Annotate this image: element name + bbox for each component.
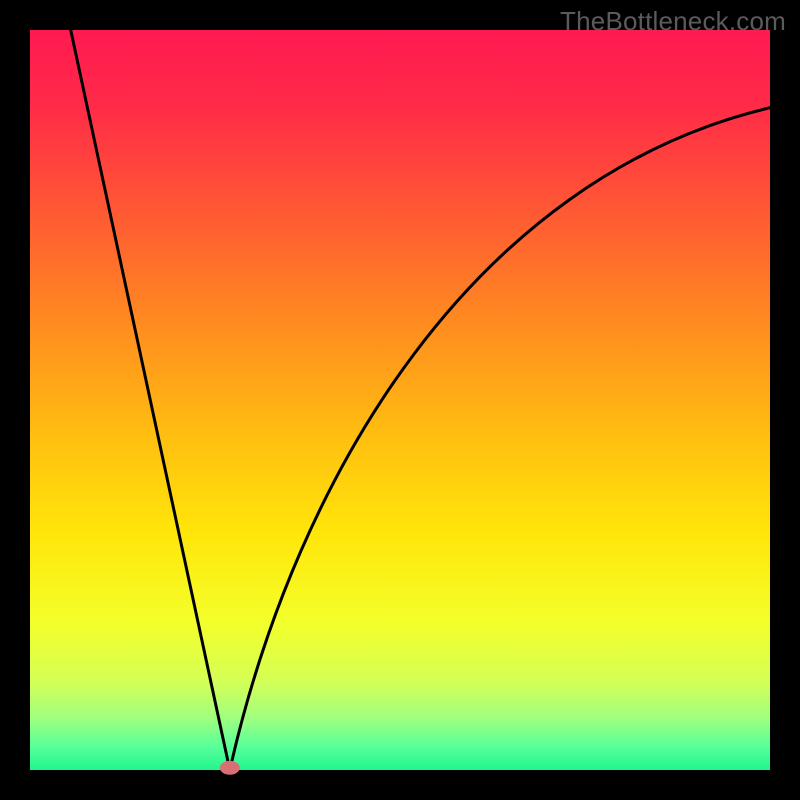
watermark-text: TheBottleneck.com [560,6,786,37]
optimum-marker [220,761,240,775]
stage: TheBottleneck.com [0,0,800,800]
plot-area [30,30,770,770]
curve-path [71,30,770,770]
bottleneck-curve [30,30,770,770]
